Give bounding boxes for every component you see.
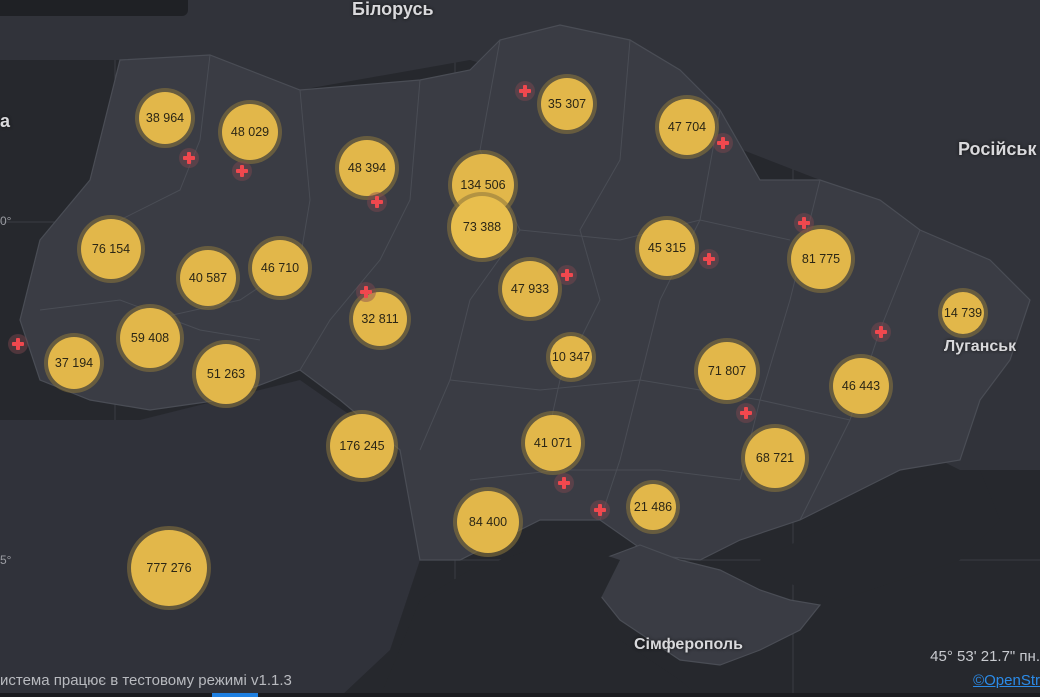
cluster-count: 46 710 (260, 261, 300, 275)
cluster-marker[interactable]: 777 276 (131, 530, 207, 606)
cluster-count: 71 807 (707, 364, 747, 378)
medical-cross-icon[interactable] (8, 334, 28, 354)
cluster-count: 47 933 (510, 282, 550, 296)
cluster-marker[interactable]: 48 394 (339, 140, 395, 196)
cluster-marker[interactable]: 41 071 (525, 415, 581, 471)
cluster-marker[interactable]: 73 388 (451, 196, 513, 258)
medical-cross-icon[interactable] (557, 265, 577, 285)
cluster-count: 47 704 (667, 120, 707, 134)
medical-cross-icon[interactable] (356, 282, 376, 302)
medical-cross-icon[interactable] (367, 192, 387, 212)
cluster-count: 32 811 (361, 312, 399, 326)
cursor-coordinates: 45° 53' 21.7" пн. (930, 648, 1040, 665)
cluster-count: 68 721 (755, 451, 795, 465)
cluster-marker[interactable]: 32 811 (353, 292, 407, 346)
bottom-bar (0, 693, 1040, 697)
cluster-marker[interactable]: 40 587 (180, 250, 236, 306)
cluster-count: 46 443 (841, 379, 881, 393)
cluster-marker[interactable]: 47 704 (659, 99, 715, 155)
cluster-count: 59 408 (130, 331, 170, 345)
cluster-marker[interactable]: 14 739 (942, 292, 984, 334)
cluster-count: 37 194 (54, 356, 94, 370)
medical-cross-icon[interactable] (794, 213, 814, 233)
graticule-label-2: 5° (0, 553, 12, 567)
cluster-count: 176 245 (339, 439, 385, 453)
cluster-marker[interactable]: 45 315 (639, 220, 695, 276)
cluster-marker[interactable]: 84 400 (457, 491, 519, 553)
medical-cross-icon[interactable] (179, 148, 199, 168)
medical-cross-icon[interactable] (515, 81, 535, 101)
cluster-marker[interactable]: 51 263 (196, 344, 256, 404)
cluster-count: 51 263 (206, 367, 246, 381)
cluster-count: 38 964 (145, 111, 185, 125)
label-left-edge: а (0, 111, 11, 131)
label-luhansk: Луганськ (944, 338, 1017, 355)
cluster-marker[interactable]: 47 933 (502, 261, 558, 317)
cluster-marker[interactable]: 76 154 (81, 219, 141, 279)
attribution-link[interactable]: ©OpenStr (973, 672, 1040, 689)
cluster-marker[interactable]: 59 408 (120, 308, 180, 368)
cluster-count: 14 739 (943, 306, 983, 320)
cluster-marker[interactable]: 35 307 (541, 78, 593, 130)
cluster-marker[interactable]: 46 443 (833, 358, 889, 414)
cluster-count: 777 276 (146, 561, 192, 575)
medical-cross-icon[interactable] (232, 161, 252, 181)
cluster-count: 35 307 (547, 97, 587, 111)
cluster-marker[interactable]: 81 775 (791, 229, 851, 289)
cluster-marker[interactable]: 38 964 (139, 92, 191, 144)
cluster-marker[interactable]: 71 807 (698, 342, 756, 400)
medical-cross-icon[interactable] (699, 249, 719, 269)
cluster-count: 41 071 (533, 436, 573, 450)
label-russia: Російськ (958, 139, 1037, 159)
medical-cross-icon[interactable] (590, 500, 610, 520)
cluster-count: 48 029 (230, 125, 270, 139)
cluster-count: 84 400 (468, 515, 508, 529)
cluster-count: 45 315 (647, 241, 687, 255)
cluster-marker[interactable]: 48 029 (222, 104, 278, 160)
label-simferopol: Сімферополь (634, 636, 743, 653)
label-belarus: Білорусь (352, 0, 434, 19)
cluster-marker[interactable]: 21 486 (630, 484, 676, 530)
cluster-count: 10 347 (551, 350, 591, 364)
cluster-marker[interactable]: 176 245 (330, 414, 394, 478)
top-panel-edge (0, 0, 188, 16)
cluster-count: 134 506 (460, 178, 506, 192)
cluster-marker[interactable]: 10 347 (550, 336, 592, 378)
medical-cross-icon[interactable] (713, 133, 733, 153)
cluster-marker[interactable]: 37 194 (48, 337, 100, 389)
cluster-count: 40 587 (188, 271, 228, 285)
status-text: истема працює в тестовому режимі v1.1.3 (0, 672, 292, 689)
medical-cross-icon[interactable] (554, 473, 574, 493)
cluster-count: 76 154 (91, 242, 131, 256)
cluster-marker[interactable]: 46 710 (252, 240, 308, 296)
medical-cross-icon[interactable] (871, 322, 891, 342)
cluster-marker[interactable]: 68 721 (745, 428, 805, 488)
cluster-count: 73 388 (462, 220, 502, 234)
cluster-count: 81 775 (801, 252, 841, 266)
loading-progress-bar (212, 693, 258, 697)
graticule-label-1: 0° (0, 214, 12, 228)
medical-cross-icon[interactable] (736, 403, 756, 423)
cluster-count: 21 486 (633, 500, 673, 514)
cluster-count: 48 394 (347, 161, 387, 175)
